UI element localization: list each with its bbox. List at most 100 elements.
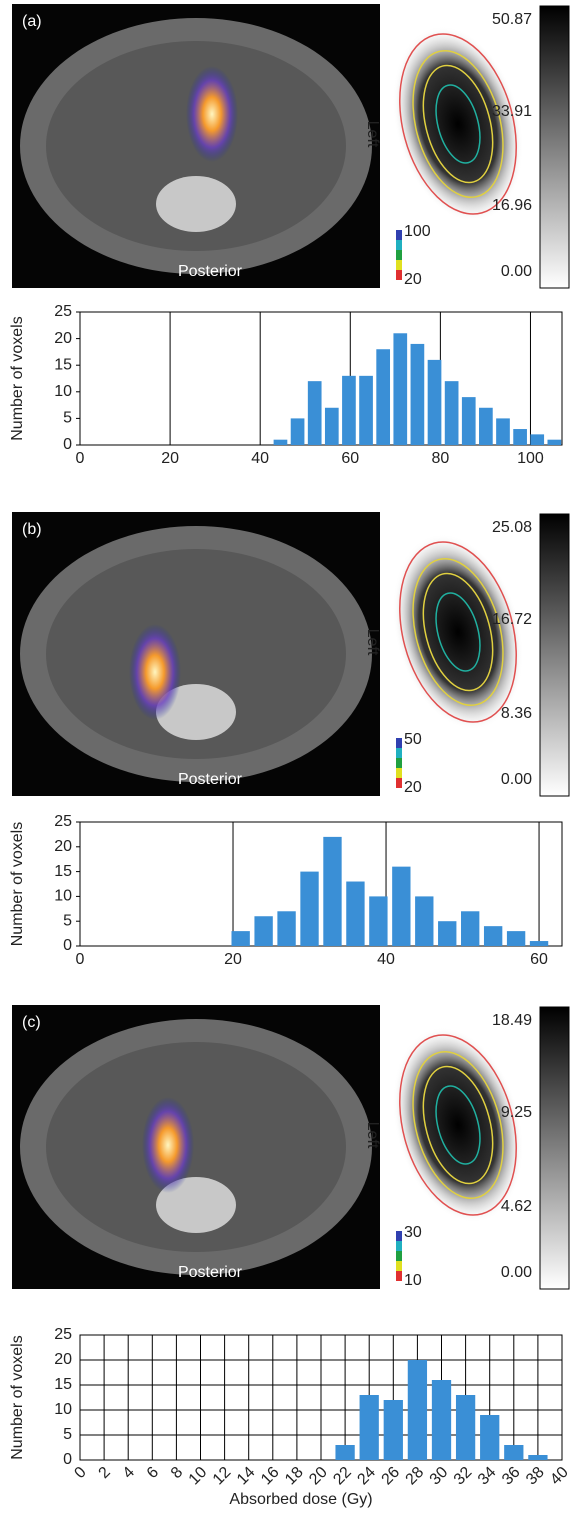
x-tick-label: 4: [120, 1464, 138, 1482]
contour-color: [396, 738, 402, 748]
bar: [273, 439, 288, 445]
x-axis-title: Absorbed dose (Gy): [229, 1491, 372, 1508]
bar: [530, 434, 545, 445]
dose-map: [392, 1027, 524, 1223]
contour-color: [396, 758, 402, 768]
spine: [156, 1177, 236, 1233]
x-tick-label: 6: [144, 1464, 162, 1482]
dose-scale-label: 50.87: [492, 11, 532, 28]
view-label: Posterior: [178, 263, 243, 280]
x-tick-label: 0: [76, 951, 85, 968]
bar: [307, 381, 322, 445]
y-tick-label: 15: [54, 1376, 72, 1393]
dose-scale-label: 8.36: [501, 705, 532, 722]
contour-scale-label: 100: [404, 223, 431, 240]
x-tick-label: 2: [96, 1464, 114, 1482]
y-axis-title: Number of voxels: [9, 1335, 26, 1460]
contour-scale-label: 20: [404, 779, 422, 796]
bar: [359, 1395, 379, 1460]
contour-color: [396, 250, 402, 260]
y-tick-label: 10: [54, 1401, 72, 1418]
bar: [277, 911, 296, 946]
dose-scale-label: 0.00: [501, 263, 532, 280]
y-tick-label: 5: [63, 1426, 72, 1443]
y-tick-label: 5: [63, 912, 72, 929]
bar: [529, 941, 549, 946]
contour-scale-label: 10: [404, 1272, 422, 1289]
x-tick-label: 8: [168, 1464, 186, 1482]
x-tick-label: 32: [451, 1464, 476, 1489]
bar: [346, 881, 365, 946]
contour-color: [396, 768, 402, 778]
y-tick-label: 5: [63, 410, 72, 427]
bar: [324, 407, 339, 445]
dose-contour: [422, 1065, 494, 1185]
dose-scale-label: 4.62: [501, 1198, 532, 1215]
hotspot: [186, 66, 238, 162]
y-tick-label: 15: [54, 356, 72, 373]
x-tick-label: 0: [71, 1464, 89, 1482]
x-tick-label: 40: [251, 450, 269, 467]
bar: [444, 381, 459, 445]
x-tick-label: 20: [306, 1464, 331, 1489]
x-tick-label: 28: [403, 1464, 428, 1489]
contour-color: [396, 240, 402, 250]
dose-scale-label: 0.00: [501, 771, 532, 788]
dose-scale-label: 0.00: [501, 1264, 532, 1281]
dose-scale-label: 16.96: [492, 197, 532, 214]
contour-color: [396, 270, 402, 280]
bar: [369, 896, 388, 946]
x-tick-label: 34: [475, 1464, 500, 1489]
dose-contour: [435, 1085, 481, 1165]
x-tick-label: 20: [224, 951, 242, 968]
contour-color: [396, 1251, 402, 1261]
bar: [496, 418, 510, 445]
body-inner: [46, 1042, 346, 1252]
x-tick-label: 40: [377, 951, 395, 968]
bar: [431, 1380, 452, 1460]
gray-scale-bar: [539, 513, 570, 797]
dose-scale-label: 33.91: [492, 103, 532, 120]
contour-color: [396, 1231, 402, 1241]
x-tick-label: 10: [186, 1464, 211, 1489]
y-tick-label: 0: [63, 937, 72, 954]
bar: [393, 333, 408, 445]
bar: [528, 1455, 548, 1460]
bar: [392, 866, 411, 946]
bar: [323, 836, 342, 946]
contour-scale-label: 30: [404, 1224, 422, 1241]
x-tick-label: 22: [330, 1464, 355, 1489]
dose-contour: [422, 572, 494, 692]
y-tick-label: 25: [54, 813, 72, 830]
bar: [415, 896, 434, 946]
y-tick-label: 20: [54, 1351, 72, 1368]
contour-color: [396, 748, 402, 758]
spine: [156, 176, 236, 232]
bar: [342, 375, 356, 445]
dose-contour: [412, 1050, 504, 1200]
bar: [254, 916, 273, 946]
x-tick-label: 26: [379, 1464, 404, 1489]
bar: [513, 429, 527, 445]
x-tick-label: 12: [210, 1464, 235, 1489]
panel-label: (c): [22, 1014, 41, 1031]
dose-contour: [399, 1034, 517, 1216]
y-axis-title: Number of voxels: [9, 822, 26, 947]
bar: [504, 1445, 524, 1460]
bar: [407, 1360, 428, 1460]
y-tick-label: 10: [54, 383, 72, 400]
bar: [376, 349, 391, 445]
y-tick-label: 15: [54, 863, 72, 880]
orientation-label: Left: [364, 1122, 381, 1149]
dose-scale-label: 18.49: [492, 1012, 532, 1029]
y-tick-label: 25: [54, 303, 72, 320]
bar: [383, 1400, 403, 1460]
contour-color: [396, 1241, 402, 1251]
bar: [480, 1415, 500, 1460]
dose-contour: [399, 541, 517, 723]
dose-scale-label: 9.25: [501, 1104, 532, 1121]
dose-contour: [435, 84, 481, 164]
x-tick-label: 0: [76, 450, 85, 467]
dose-map: [392, 534, 524, 730]
